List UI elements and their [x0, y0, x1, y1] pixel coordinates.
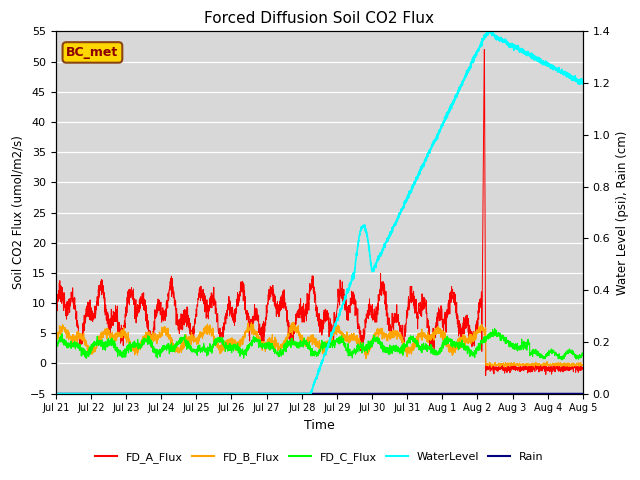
- Y-axis label: Water Level (psi), Rain (cm): Water Level (psi), Rain (cm): [616, 131, 629, 295]
- Title: Forced Diffusion Soil CO2 Flux: Forced Diffusion Soil CO2 Flux: [204, 11, 435, 26]
- Legend: FD_A_Flux, FD_B_Flux, FD_C_Flux, WaterLevel, Rain: FD_A_Flux, FD_B_Flux, FD_C_Flux, WaterLe…: [90, 448, 548, 468]
- Y-axis label: Soil CO2 Flux (umol/m2/s): Soil CO2 Flux (umol/m2/s): [11, 135, 24, 289]
- Text: BC_met: BC_met: [67, 46, 118, 59]
- X-axis label: Time: Time: [304, 419, 335, 432]
